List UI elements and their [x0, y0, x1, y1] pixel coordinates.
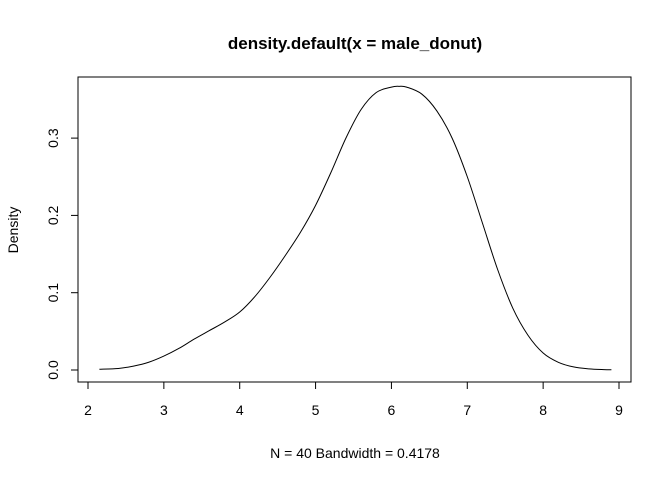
- y-tick-label: 0.1: [45, 283, 61, 303]
- x-axis: 2 3 4 5 6 7 8 9: [84, 382, 623, 418]
- x-tick-label: 9: [615, 402, 623, 418]
- chart-title: density.default(x = male_donut): [228, 34, 482, 53]
- x-axis-label: N = 40 Bandwidth = 0.4178: [270, 445, 440, 461]
- y-tick-label: 0.2: [45, 205, 61, 225]
- y-axis: 0.0 0.1 0.2 0.3: [45, 128, 78, 380]
- x-tick-label: 6: [388, 402, 396, 418]
- x-tick-label: 7: [463, 402, 471, 418]
- plot-frame: [77, 76, 632, 383]
- y-tick-label: 0.3: [45, 128, 61, 148]
- x-tick-label: 3: [160, 402, 168, 418]
- x-tick-label: 4: [236, 402, 244, 418]
- y-axis-label: Density: [5, 207, 21, 254]
- x-tick-label: 5: [312, 402, 320, 418]
- x-tick-label: 8: [539, 402, 547, 418]
- density-curve: [99, 85, 612, 371]
- y-tick-label: 0.0: [45, 360, 61, 380]
- x-tick-label: 2: [84, 402, 92, 418]
